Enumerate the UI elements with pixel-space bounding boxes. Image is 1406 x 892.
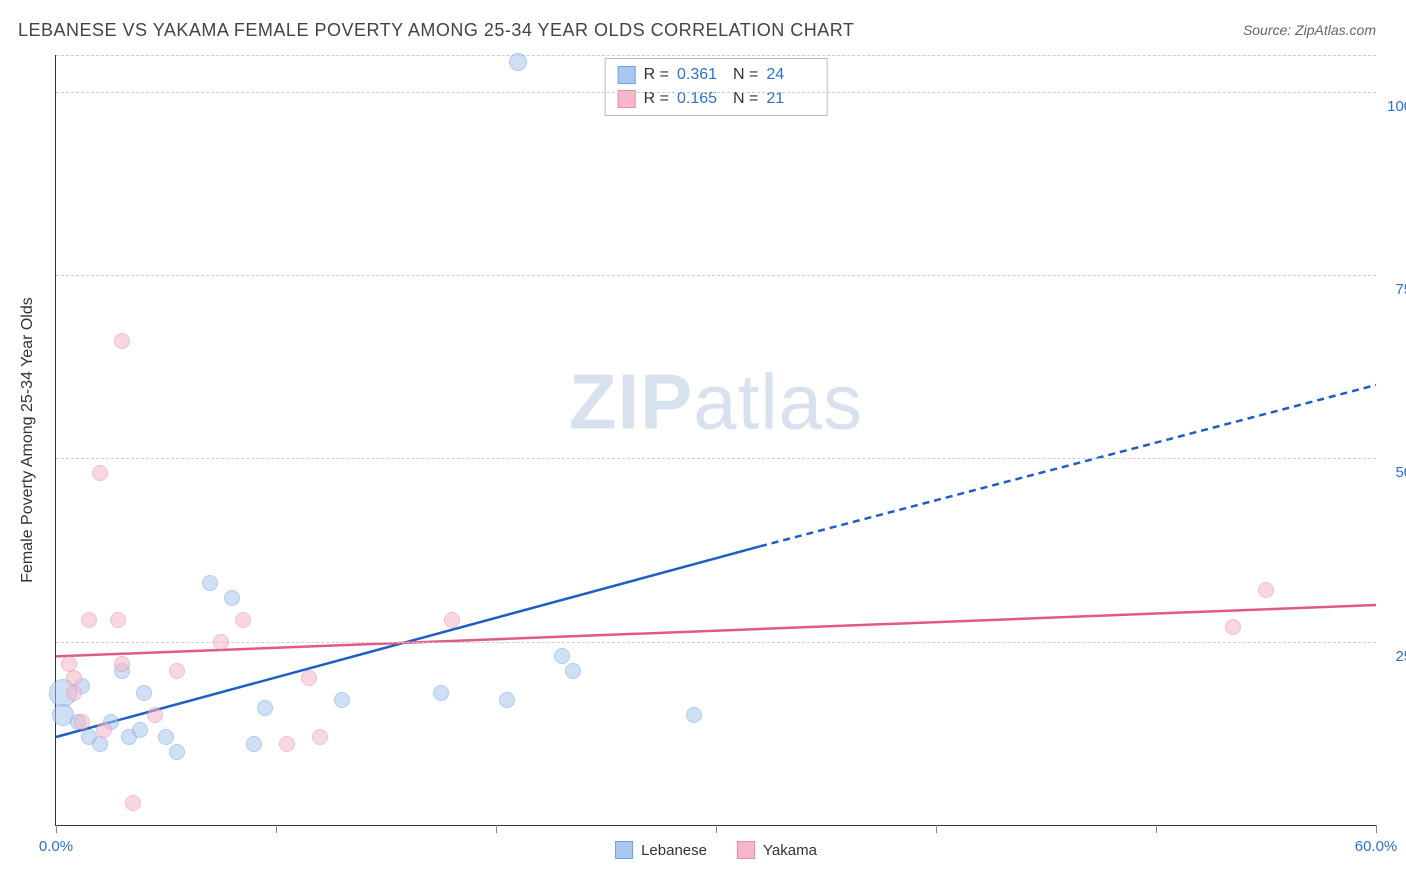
- legend-label: Lebanese: [641, 842, 707, 859]
- y-tick-label: 75.0%: [1383, 281, 1406, 298]
- data-point-lebanese: [136, 685, 152, 701]
- y-tick-label: 50.0%: [1383, 464, 1406, 481]
- data-point-lebanese: [92, 736, 108, 752]
- data-point-lebanese: [132, 722, 148, 738]
- data-point-yakama: [125, 795, 141, 811]
- data-point-yakama: [213, 634, 229, 650]
- data-point-yakama: [114, 333, 130, 349]
- data-point-yakama: [235, 612, 251, 628]
- data-point-lebanese: [433, 685, 449, 701]
- data-point-yakama: [114, 656, 130, 672]
- chart-title: LEBANESE VS YAKAMA FEMALE POVERTY AMONG …: [18, 20, 854, 41]
- data-point-yakama: [312, 729, 328, 745]
- source-attribution: Source: ZipAtlas.com: [1243, 22, 1376, 38]
- x-tick: [276, 825, 277, 833]
- legend-swatch: [618, 90, 636, 108]
- data-point-lebanese: [554, 648, 570, 664]
- legend-swatch: [615, 841, 633, 859]
- data-point-lebanese: [686, 707, 702, 723]
- r-label: R =: [644, 87, 669, 111]
- x-tick: [1156, 825, 1157, 833]
- data-point-yakama: [169, 663, 185, 679]
- y-tick-label: 100.0%: [1383, 98, 1406, 115]
- n-value: 21: [766, 87, 814, 111]
- legend-swatch: [618, 66, 636, 84]
- x-tick: [56, 825, 57, 833]
- x-tick: [716, 825, 717, 833]
- gridline-h: [56, 55, 1376, 56]
- data-point-lebanese: [169, 744, 185, 760]
- data-point-lebanese: [257, 700, 273, 716]
- x-tick: [1376, 825, 1377, 833]
- data-point-yakama: [61, 656, 77, 672]
- gridline-h: [56, 275, 1376, 276]
- correlation-row-yakama: R = 0.165 N = 21: [618, 87, 815, 111]
- data-point-lebanese: [246, 736, 262, 752]
- correlation-legend: R = 0.361 N = 24 R = 0.165 N = 21: [605, 58, 828, 116]
- scatter-plot-area: ZIPatlas R =0.361N =24R =0.165N =21 Leba…: [55, 55, 1376, 826]
- trend-line-dashed-lebanese: [760, 385, 1376, 546]
- data-point-lebanese: [334, 692, 350, 708]
- data-point-lebanese: [158, 729, 174, 745]
- data-point-yakama: [1225, 619, 1241, 635]
- data-point-lebanese: [224, 590, 240, 606]
- n-label: N =: [733, 63, 758, 87]
- data-point-yakama: [279, 736, 295, 752]
- r-value: 0.165: [677, 87, 725, 111]
- trend-lines-layer: [56, 55, 1376, 825]
- x-tick-label: 0.0%: [39, 838, 73, 855]
- data-point-yakama: [110, 612, 126, 628]
- y-axis-label: Female Poverty Among 25-34 Year Olds: [19, 297, 37, 583]
- data-point-yakama: [1258, 582, 1274, 598]
- x-tick-label: 60.0%: [1355, 838, 1398, 855]
- data-point-yakama: [66, 670, 82, 686]
- legend-item-lebanese: Lebanese: [615, 841, 707, 859]
- series-legend: Lebanese Yakama: [615, 841, 817, 859]
- gridline-h: [56, 92, 1376, 93]
- legend-swatch: [737, 841, 755, 859]
- gridline-h: [56, 642, 1376, 643]
- r-label: R =: [644, 63, 669, 87]
- data-point-yakama: [444, 612, 460, 628]
- data-point-lebanese: [509, 53, 527, 71]
- data-point-yakama: [81, 612, 97, 628]
- trend-line-yakama: [56, 605, 1376, 656]
- data-point-yakama: [301, 670, 317, 686]
- n-value: 24: [766, 63, 814, 87]
- data-point-lebanese: [499, 692, 515, 708]
- x-tick: [936, 825, 937, 833]
- legend-item-yakama: Yakama: [737, 841, 817, 859]
- x-tick: [496, 825, 497, 833]
- data-point-yakama: [74, 714, 90, 730]
- data-point-lebanese: [202, 575, 218, 591]
- data-point-yakama: [92, 465, 108, 481]
- data-point-yakama: [96, 722, 112, 738]
- correlation-row-lebanese: R = 0.361 N = 24: [618, 63, 815, 87]
- y-tick-label: 25.0%: [1383, 648, 1406, 665]
- gridline-h: [56, 458, 1376, 459]
- n-label: N =: [733, 87, 758, 111]
- legend-label: Yakama: [763, 842, 817, 859]
- data-point-yakama: [66, 685, 82, 701]
- data-point-lebanese: [565, 663, 581, 679]
- data-point-yakama: [147, 707, 163, 723]
- r-value: 0.361: [677, 63, 725, 87]
